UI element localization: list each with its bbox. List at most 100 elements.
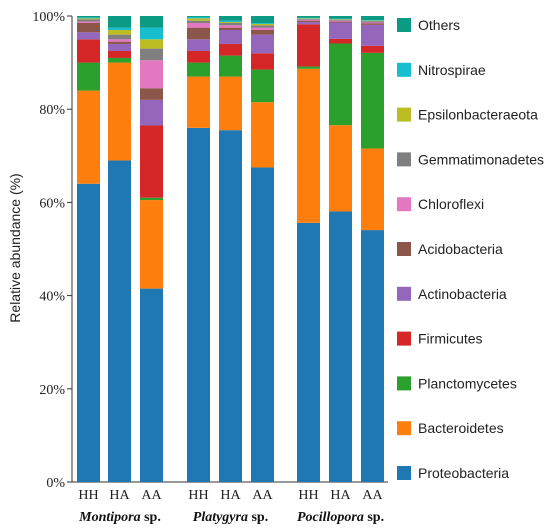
legend-swatch	[397, 286, 411, 301]
legend-label: Epsilonbacteraeota	[418, 107, 538, 123]
bar-segment	[77, 32, 100, 40]
legend-swatch	[397, 197, 411, 212]
bar-segment	[251, 29, 274, 35]
legend-swatch	[397, 466, 411, 480]
bar-segment	[140, 200, 163, 289]
bar-segment	[297, 24, 320, 67]
bar-segment	[251, 34, 274, 54]
legend-swatch	[397, 107, 411, 122]
bar-segment	[219, 25, 242, 28]
bar-segment	[251, 25, 274, 28]
legend-label: Acidobacteria	[418, 241, 503, 257]
y-tick-label: 80%	[39, 103, 65, 118]
bar-segment	[251, 22, 274, 24]
bar-segment	[297, 66, 320, 69]
bar-segment	[187, 16, 210, 19]
bar-segment	[77, 18, 100, 20]
bar-segment	[361, 148, 384, 231]
bar-segment	[108, 34, 131, 40]
bar-segment	[77, 39, 100, 63]
bar-segment	[77, 16, 100, 18]
bar-segment	[187, 20, 210, 23]
bar-segment	[361, 16, 384, 21]
bar-segment	[219, 16, 242, 21]
legend-swatch	[397, 376, 411, 391]
bar-segment	[108, 41, 131, 44]
bar-segment	[329, 22, 352, 39]
bar-segment	[187, 127, 210, 482]
bar-segment	[77, 183, 100, 482]
x-tick-label: HA	[330, 488, 351, 503]
group-label: Pocillopora sp.	[297, 510, 384, 525]
legend-label: Planctomycetes	[418, 375, 517, 391]
bar-segment	[329, 21, 352, 23]
bar-segment	[108, 62, 131, 161]
x-tick-label: HH	[188, 488, 208, 503]
bar-segment	[329, 20, 352, 22]
legend-swatch	[397, 62, 411, 77]
bar-segment	[329, 125, 352, 212]
bar-segment	[140, 125, 163, 198]
bar-segment	[219, 55, 242, 77]
bar-segment	[187, 16, 210, 17]
bar-segment	[297, 19, 320, 21]
legend-label: Firmicutes	[418, 331, 483, 347]
x-tick-label: HA	[220, 488, 241, 503]
x-tick-label: HA	[109, 488, 130, 503]
bar-segment	[77, 21, 100, 23]
bar-segment	[140, 288, 163, 482]
legend-label: Proteobacteria	[418, 465, 509, 481]
legend-swatch	[397, 152, 411, 167]
y-tick-label: 0%	[46, 476, 65, 491]
y-axis-label: Relative abundance (%)	[7, 173, 23, 322]
bar-segment	[187, 50, 210, 63]
legend-label: Nitrospirae	[418, 62, 486, 78]
bar-segment	[329, 16, 352, 19]
y-tick-label: 60%	[39, 196, 65, 211]
y-tick-label: 40%	[39, 290, 65, 305]
bar-segment	[297, 22, 320, 25]
legend-swatch	[397, 331, 411, 346]
x-tick-label: AA	[362, 488, 383, 503]
bar-segment	[108, 27, 131, 30]
bar-segment	[140, 16, 163, 28]
bar-segment	[219, 22, 242, 23]
bar-segment	[251, 53, 274, 70]
bar-segment	[219, 29, 242, 44]
bar-segment	[187, 39, 210, 51]
legend-swatch	[397, 18, 411, 32]
bar-segment	[329, 211, 352, 482]
bar-segment	[108, 57, 131, 63]
bar-segment	[329, 43, 352, 126]
x-tick-label: HH	[78, 488, 98, 503]
bars	[77, 16, 384, 483]
bar-segment	[77, 90, 100, 184]
bar-segment	[251, 102, 274, 168]
bar-segment	[140, 60, 163, 89]
bar-segment	[219, 22, 242, 26]
bar-segment	[108, 160, 131, 482]
bar-segment	[140, 27, 163, 40]
x-axis-labels: HH HA AA Montipora sp. HH HA AA Platygyra sp. HH…	[78, 488, 384, 525]
bar-segment	[187, 22, 210, 28]
bar-segment	[329, 19, 352, 21]
bar-segment	[77, 19, 100, 22]
legend-label: Bacteroidetes	[418, 420, 504, 436]
bar-segment	[77, 17, 100, 19]
bar-segment	[251, 23, 274, 26]
bar-segment	[108, 43, 131, 51]
group-label: Montipora sp.	[78, 510, 161, 525]
bar-segment	[361, 45, 384, 53]
legend-swatch	[397, 242, 411, 256]
bar-segment	[297, 222, 320, 483]
group-label: Platygyra sp.	[193, 510, 268, 525]
bar-segment	[251, 167, 274, 482]
bar-segment	[140, 88, 163, 100]
legend-label: Gemmatimonadetes	[418, 151, 544, 167]
bar-segment	[361, 21, 384, 23]
bar-segment	[251, 16, 274, 23]
bar-segment	[329, 38, 352, 44]
bar-segment	[140, 99, 163, 126]
bar-segment	[77, 22, 100, 33]
